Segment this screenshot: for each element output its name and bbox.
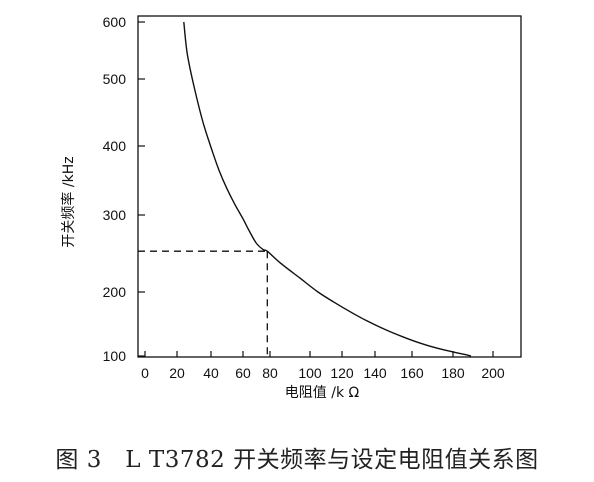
y-tick-label: 200 <box>103 284 127 300</box>
y-tick-label: 500 <box>103 71 127 87</box>
x-tick-label: 200 <box>481 365 505 381</box>
x-tick-label: 180 <box>441 365 465 381</box>
y-axis-ticks: 100 200 300 400 500 600 <box>103 14 145 364</box>
y-tick-label: 400 <box>103 138 127 154</box>
x-axis-ticks: 0 20 40 60 80 100 120 140 160 180 200 <box>141 351 505 381</box>
x-tick-label: 160 <box>400 365 424 381</box>
y-tick-label: 100 <box>103 348 127 364</box>
x-tick-label: 100 <box>298 365 322 381</box>
x-tick-label: 60 <box>235 365 251 381</box>
x-tick-label: 80 <box>262 365 278 381</box>
frequency-resistance-chart: 100 200 300 400 500 600 0 20 40 60 80 100 120 140 160… <box>60 14 522 401</box>
x-tick-label: 0 <box>141 365 149 381</box>
x-axis-title: 电阻值 /k Ω <box>285 385 360 401</box>
marker-guides <box>138 250 268 357</box>
figure-caption: 图 3 L T3782 开关频率与设定电阻值关系图 <box>55 447 539 473</box>
frequency-curve <box>183 21 472 357</box>
x-tick-label: 140 <box>363 365 387 381</box>
x-tick-label: 20 <box>169 365 185 381</box>
x-tick-label: 40 <box>203 365 219 381</box>
y-axis-title: 开关频率 /kHz <box>60 156 77 247</box>
y-tick-label: 300 <box>103 207 127 223</box>
x-tick-label: 120 <box>330 365 354 381</box>
plot-frame <box>137 15 522 358</box>
y-tick-label: 600 <box>103 14 127 30</box>
